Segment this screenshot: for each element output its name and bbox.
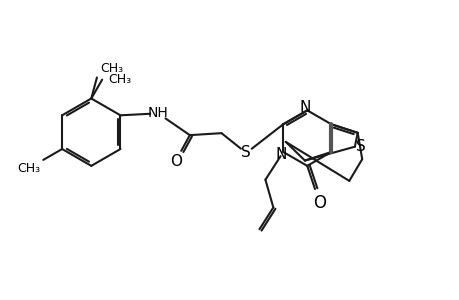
Text: N: N: [275, 148, 286, 163]
Text: S: S: [355, 139, 365, 154]
Text: CH₃: CH₃: [108, 73, 131, 86]
Text: O: O: [169, 154, 182, 169]
Text: CH₃: CH₃: [17, 162, 40, 175]
Text: NH: NH: [147, 106, 168, 120]
Text: S: S: [241, 146, 251, 160]
Text: N: N: [299, 100, 310, 115]
Text: O: O: [312, 194, 325, 212]
Text: CH₃: CH₃: [100, 62, 123, 75]
